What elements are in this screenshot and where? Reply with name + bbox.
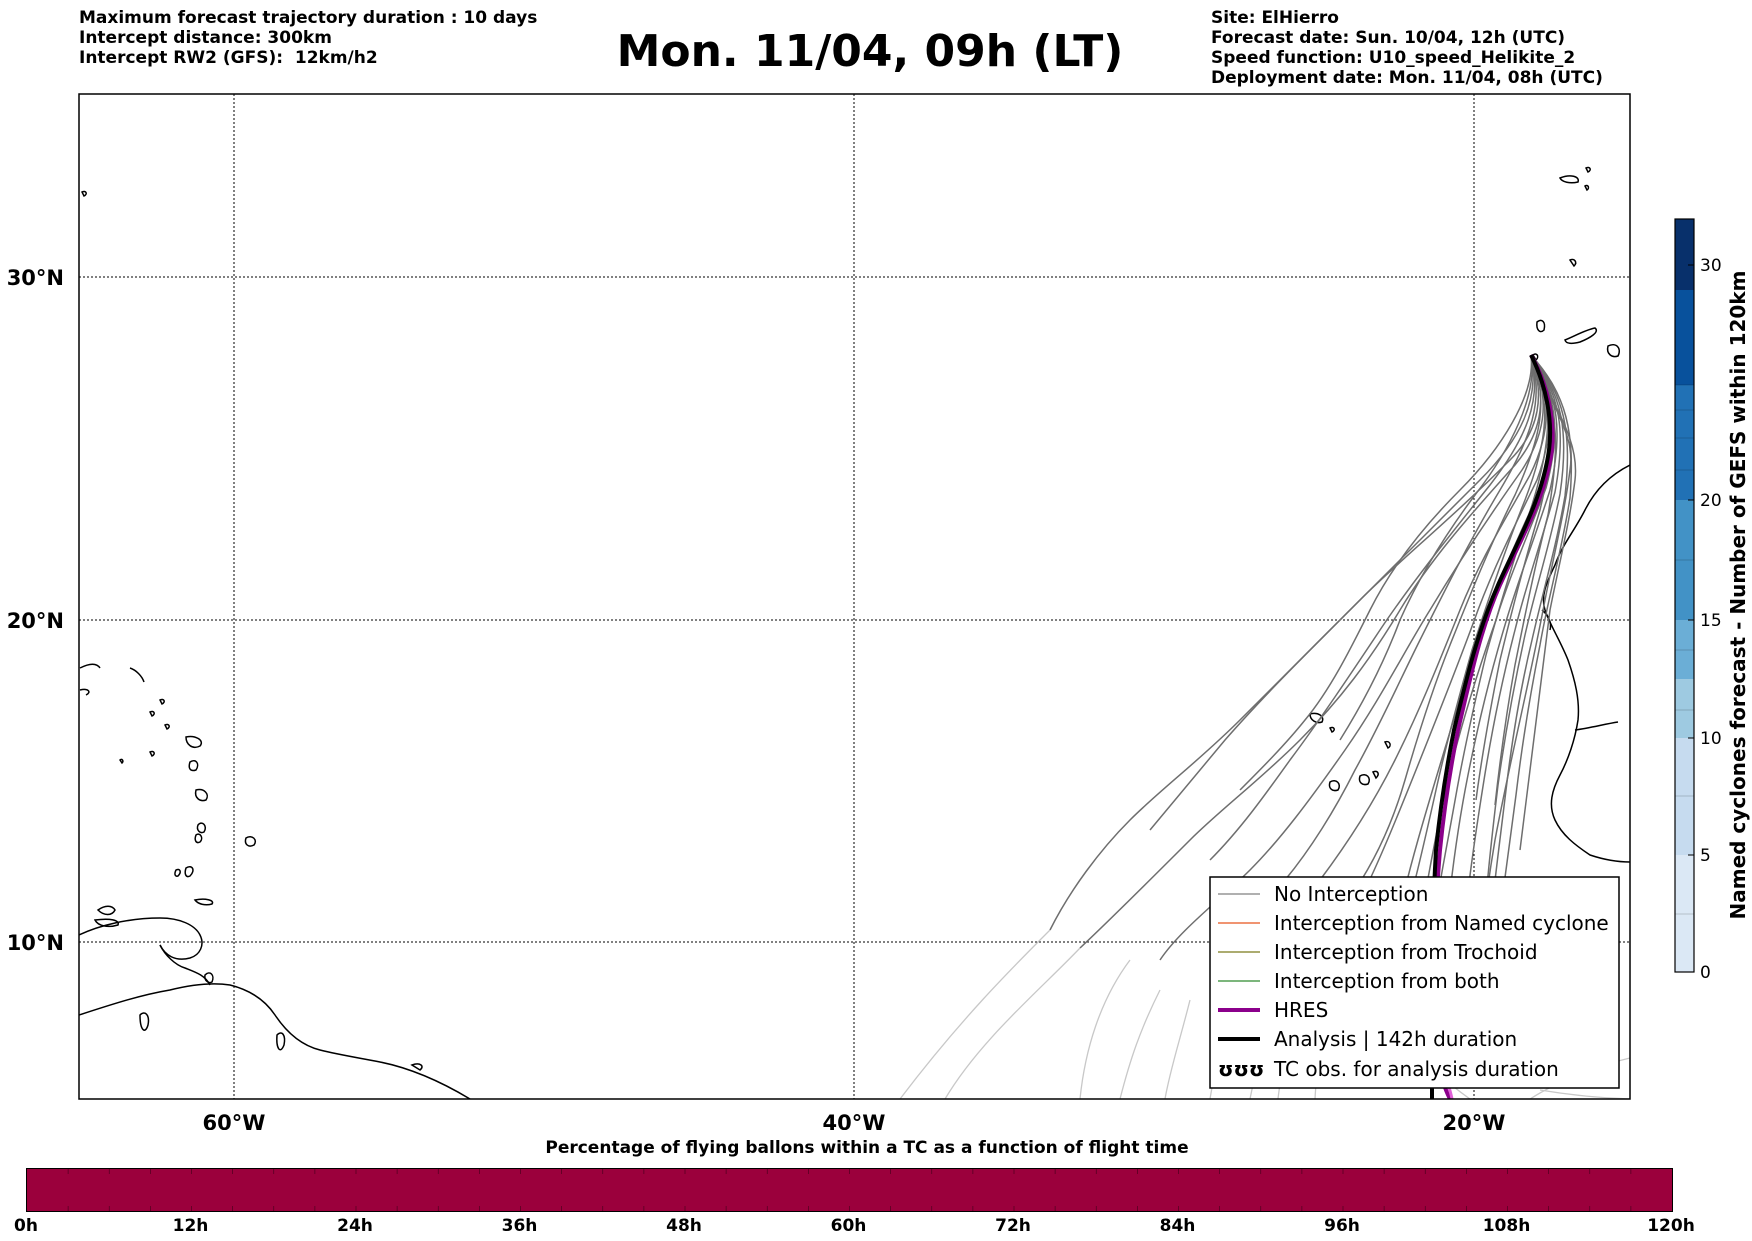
time-tick-label: 72h xyxy=(995,1216,1031,1236)
time-tick-label: 84h xyxy=(1159,1216,1196,1236)
site-text: Site: ElHierro xyxy=(1211,8,1339,28)
colorbar-tick-10: 10 xyxy=(1700,729,1722,749)
time-tick-label: 12h xyxy=(172,1216,209,1236)
coastline-caribbean xyxy=(79,190,471,1099)
time-bar-title: Percentage of flying ballons within a TC… xyxy=(545,1138,1189,1158)
time-tick-label: 96h xyxy=(1324,1216,1360,1236)
time-tick-label: 60h xyxy=(830,1216,867,1236)
header-right-info: Site: ElHierro Forecast date: Sun. 10/04… xyxy=(1211,8,1603,88)
page-title: Mon. 11/04, 09h (LT) xyxy=(616,26,1124,77)
map-legend: No Interception Interception from Named … xyxy=(1209,876,1620,1089)
forecast-date-text: Forecast date: Sun. 10/04, 12h (UTC) xyxy=(1211,28,1566,48)
max-duration-text: Maximum forecast trajectory duration : 1… xyxy=(79,8,538,28)
speed-function-text: Speed function: U10_speed_Helikite_2 xyxy=(1211,48,1576,68)
time-tick-label: 120h xyxy=(1647,1216,1695,1236)
legend-label-analysis: Analysis | 142h duration xyxy=(1274,1027,1517,1051)
time-tick-label: 48h xyxy=(666,1216,702,1236)
colorbar-tick-5: 5 xyxy=(1700,846,1711,866)
legend-box xyxy=(1209,876,1620,1089)
header-left-info: Maximum forecast trajectory duration : 1… xyxy=(79,8,537,68)
trajectory-map: 30°N 20°N 10°N 60°W 40°W 20°W No Interce… xyxy=(7,93,1750,1130)
legend-label-named-cyclone: Interception from Named cyclone xyxy=(1274,911,1609,935)
cyclone-colorbar: 0 5 10 15 20 30 Named cyclones forecast … xyxy=(1674,218,1750,983)
lat-label-30n: 30°N xyxy=(7,266,64,290)
time-bar xyxy=(26,1168,1673,1212)
lon-label-40w: 40°W xyxy=(823,1111,886,1130)
intercept-distance-text: Intercept distance: 300km xyxy=(79,28,332,48)
time-bar-minor-ticks xyxy=(67,1169,1632,1211)
legend-label-trochoid: Interception from Trochoid xyxy=(1274,940,1538,964)
colorbar-tick-30: 30 xyxy=(1700,256,1722,276)
lat-label-10n: 10°N xyxy=(7,931,64,955)
time-tick-label: 36h xyxy=(501,1216,538,1236)
colorbar-title: Named cyclones forecast - Number of GEFS… xyxy=(1726,271,1750,920)
legend-label-no-interception: No Interception xyxy=(1274,882,1428,906)
tc-symbol-icon: ʊʊʊ xyxy=(1218,1057,1264,1081)
legend-label-both: Interception from both xyxy=(1274,969,1500,993)
time-tick-label: 108h xyxy=(1482,1216,1531,1236)
legend-label-tc-obs: TC obs. for analysis duration xyxy=(1273,1057,1559,1081)
intercept-rw2-text: Intercept RW2 (GFS): 12km/h2 xyxy=(79,48,378,68)
time-tick-label: 24h xyxy=(337,1216,373,1236)
colorbar-tick-0: 0 xyxy=(1700,963,1711,983)
map-frame xyxy=(78,93,1631,1100)
legend-label-hres: HRES xyxy=(1274,998,1328,1022)
colorbar-tick-20: 20 xyxy=(1700,491,1722,511)
lon-label-20w: 20°W xyxy=(1443,1111,1506,1130)
deployment-date-text: Deployment date: Mon. 11/04, 08h (UTC) xyxy=(1211,68,1603,88)
time-tick-label: 0h xyxy=(14,1216,38,1236)
colorbar-tick-15: 15 xyxy=(1700,611,1722,631)
lat-label-20n: 20°N xyxy=(7,609,64,633)
lon-label-60w: 60°W xyxy=(203,1111,266,1130)
